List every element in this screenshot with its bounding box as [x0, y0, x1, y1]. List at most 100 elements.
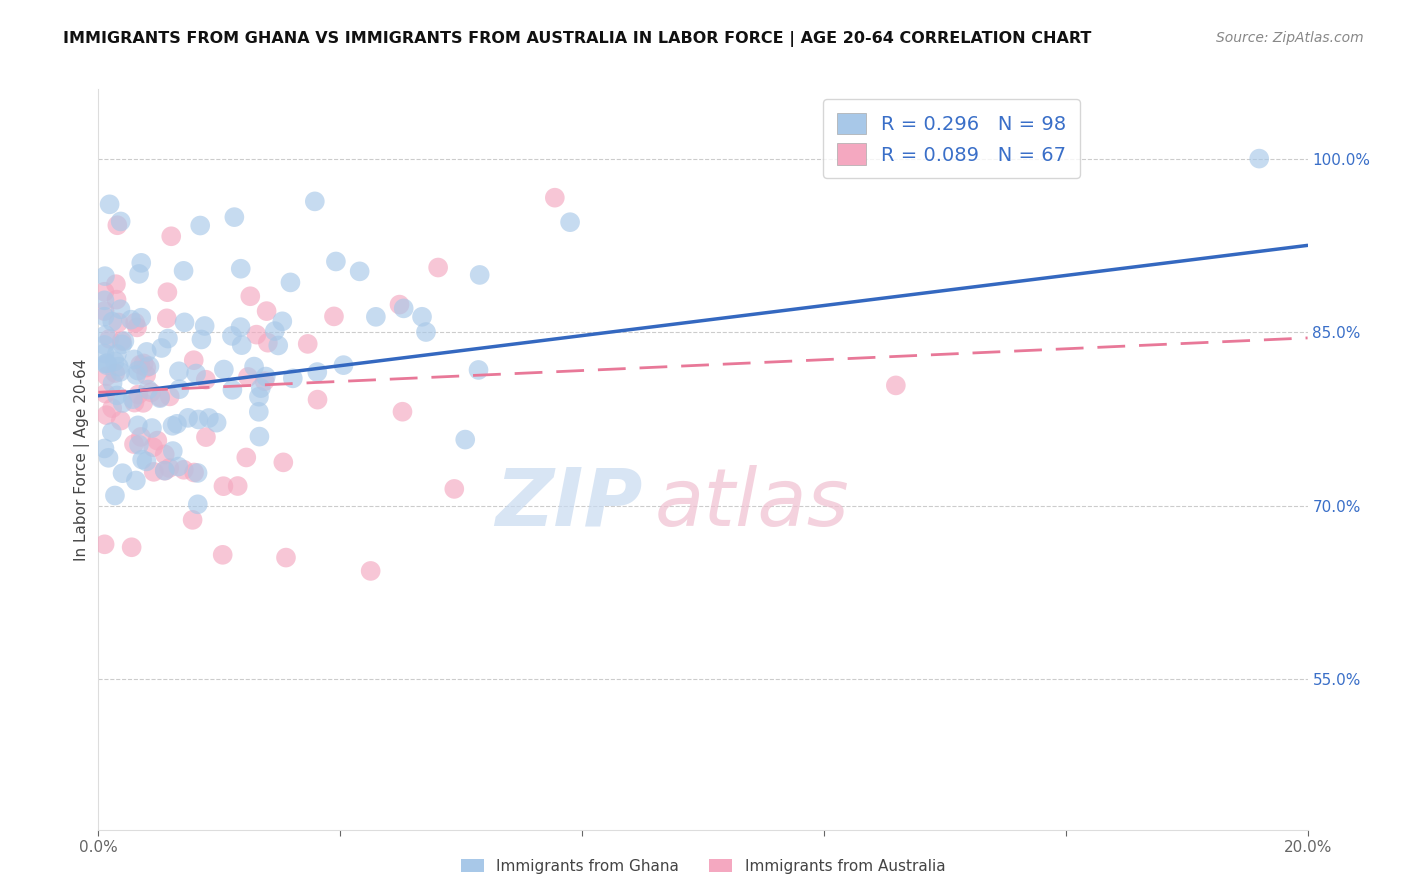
- Point: [93, 310, 115, 324]
- Point: [120, 312, 142, 326]
- Point: [135, 345, 157, 359]
- Point: [263, 324, 285, 338]
- Point: [110, 302, 132, 317]
- Point: [256, 304, 278, 318]
- Legend: R = 0.296   N = 98, R = 0.089   N = 67: R = 0.296 N = 98, R = 0.089 N = 67: [823, 99, 1080, 178]
- Point: [281, 371, 304, 385]
- Point: [332, 358, 354, 372]
- Point: [364, 310, 387, 324]
- Point: [173, 315, 195, 329]
- Point: [101, 376, 124, 390]
- Point: [105, 347, 128, 361]
- Point: [96, 408, 118, 422]
- Point: [167, 459, 190, 474]
- Point: [187, 497, 209, 511]
- Point: [125, 368, 148, 382]
- Point: [98, 197, 121, 211]
- Point: [249, 429, 271, 443]
- Point: [124, 352, 146, 367]
- Point: [110, 214, 132, 228]
- Point: [235, 450, 257, 465]
- Point: [94, 386, 117, 401]
- Point: [221, 383, 243, 397]
- Point: [388, 297, 411, 311]
- Point: [129, 256, 152, 270]
- Point: [131, 452, 153, 467]
- Point: [98, 332, 121, 346]
- Point: [97, 450, 120, 465]
- Point: [122, 392, 145, 407]
- Point: [190, 333, 212, 347]
- Point: [280, 276, 302, 290]
- Point: [101, 315, 124, 329]
- Point: [239, 289, 262, 303]
- Point: [162, 418, 184, 433]
- Point: [544, 191, 567, 205]
- Point: [101, 425, 124, 439]
- Point: [93, 537, 115, 551]
- Point: [101, 401, 124, 416]
- Point: [150, 341, 173, 355]
- Point: [153, 464, 176, 478]
- Point: [194, 318, 217, 333]
- Point: [93, 293, 115, 308]
- Point: [229, 261, 252, 276]
- Point: [104, 277, 127, 292]
- Point: [194, 430, 217, 444]
- Point: [125, 320, 148, 334]
- Point: [257, 335, 280, 350]
- Point: [1249, 152, 1271, 166]
- Point: [184, 367, 207, 381]
- Point: [427, 260, 450, 275]
- Point: [129, 310, 152, 325]
- Point: [94, 328, 117, 343]
- Point: [156, 311, 179, 326]
- Point: [173, 463, 195, 477]
- Point: [467, 363, 489, 377]
- Point: [307, 365, 329, 379]
- Point: [415, 325, 437, 339]
- Point: [267, 338, 290, 352]
- Point: [187, 412, 209, 426]
- Point: [132, 396, 155, 410]
- Point: [93, 338, 115, 352]
- Point: [149, 391, 172, 405]
- Point: [129, 430, 152, 444]
- Point: [443, 482, 465, 496]
- Point: [226, 479, 249, 493]
- Point: [128, 267, 150, 281]
- Point: [221, 329, 243, 343]
- Point: [231, 338, 253, 352]
- Point: [127, 418, 149, 433]
- Point: [454, 433, 477, 447]
- Point: [146, 434, 169, 448]
- Point: [229, 320, 252, 334]
- Point: [93, 304, 115, 318]
- Point: [94, 269, 117, 284]
- Point: [153, 447, 176, 461]
- Point: [245, 327, 267, 342]
- Point: [105, 388, 128, 402]
- Point: [111, 334, 134, 348]
- Point: [558, 215, 581, 229]
- Point: [159, 389, 181, 403]
- Point: [253, 374, 276, 388]
- Point: [107, 359, 129, 374]
- Point: [212, 479, 235, 493]
- Point: [142, 440, 165, 454]
- Point: [129, 358, 152, 372]
- Point: [249, 381, 271, 395]
- Point: [162, 444, 184, 458]
- Point: [104, 354, 127, 368]
- Point: [884, 378, 907, 392]
- Point: [183, 353, 205, 368]
- Point: [391, 405, 413, 419]
- Point: [274, 550, 297, 565]
- Point: [304, 194, 326, 209]
- Point: [132, 356, 155, 370]
- Point: [349, 264, 371, 278]
- Text: ZIP: ZIP: [495, 465, 643, 543]
- Point: [254, 369, 277, 384]
- Point: [127, 387, 149, 401]
- Point: [187, 466, 209, 480]
